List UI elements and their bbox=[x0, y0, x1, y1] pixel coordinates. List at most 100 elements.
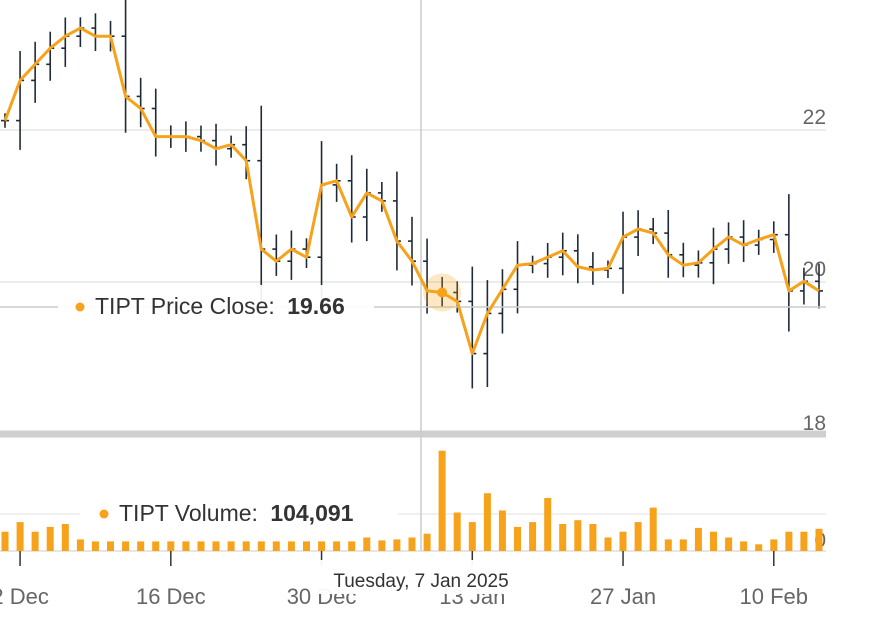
ohlc-bar bbox=[16, 51, 25, 150]
x-tick-label: 10 Feb bbox=[740, 584, 809, 609]
ohlc-bar bbox=[664, 210, 673, 278]
volume-tooltip-marker bbox=[99, 509, 109, 519]
volume-bar bbox=[604, 537, 612, 551]
ohlc-bar bbox=[257, 105, 266, 305]
ohlc-bar bbox=[634, 210, 643, 256]
ohlc-bar bbox=[347, 155, 356, 243]
volume-bar bbox=[679, 539, 687, 551]
ohlc-bar bbox=[408, 216, 416, 286]
volume-bar bbox=[498, 510, 506, 551]
volume-bar bbox=[257, 541, 265, 551]
ohlc-bar bbox=[784, 194, 793, 332]
volume-bar bbox=[483, 493, 491, 551]
volume-bar bbox=[574, 520, 582, 551]
ohlc-bar bbox=[498, 269, 507, 334]
volume-bar bbox=[468, 522, 476, 551]
ohlc-bar bbox=[362, 168, 371, 242]
volume-bar bbox=[318, 541, 326, 551]
volume-bar bbox=[212, 541, 220, 551]
volume-tooltip-value: 104,091 bbox=[270, 500, 353, 526]
ohlc-bar bbox=[679, 242, 688, 278]
hover-date-label: Tuesday, 7 Jan 2025 bbox=[333, 571, 508, 592]
ohlc-bar bbox=[815, 263, 823, 309]
ohlc-bar bbox=[76, 17, 85, 47]
volume-bar bbox=[16, 522, 24, 551]
hover-point bbox=[437, 287, 448, 298]
price-tooltip-box bbox=[58, 285, 374, 327]
ohlc-bar bbox=[317, 141, 326, 301]
volume-bar bbox=[167, 541, 175, 551]
volume-bar bbox=[182, 541, 190, 551]
y-tick-label: 18 bbox=[803, 412, 826, 435]
volume-bars bbox=[1, 450, 823, 551]
volume-bar bbox=[559, 524, 567, 551]
price-tooltip-label: TIPT Price Close: bbox=[95, 293, 275, 319]
x-tick-label: 27 Jan bbox=[590, 584, 656, 609]
ohlc-bar bbox=[513, 241, 522, 314]
ohlc-bars bbox=[1, 0, 823, 389]
volume-bar bbox=[785, 531, 793, 551]
volume-bar bbox=[272, 541, 280, 551]
volume-bar bbox=[800, 531, 808, 551]
ohlc-bar bbox=[121, 0, 130, 133]
ohlc-bar bbox=[287, 230, 296, 280]
ohlc-bar bbox=[724, 222, 733, 264]
y-tick-label: 22 bbox=[803, 106, 826, 129]
ohlc-bar bbox=[709, 227, 718, 285]
price-tooltip: TIPT Price Close: 19.66 bbox=[95, 293, 345, 319]
volume-bar bbox=[649, 507, 657, 551]
volume-bar bbox=[589, 524, 597, 551]
y-tick-label: 20 bbox=[803, 258, 826, 281]
volume-bar bbox=[61, 524, 69, 551]
ohlc-bar bbox=[31, 41, 40, 103]
ohlc-bar bbox=[151, 88, 160, 157]
volume-bar bbox=[710, 531, 717, 551]
ohlc-bar bbox=[754, 229, 763, 255]
volume-bar bbox=[227, 541, 235, 551]
volume-bar bbox=[634, 522, 642, 551]
ohlc-bar bbox=[392, 171, 401, 271]
volume-bar bbox=[815, 528, 823, 551]
volume-bar bbox=[740, 541, 748, 551]
volume-bar bbox=[664, 539, 672, 551]
volume-bar bbox=[287, 541, 295, 551]
ohlc-bar bbox=[46, 31, 55, 81]
volume-bar bbox=[423, 533, 431, 551]
volume-bar bbox=[31, 531, 39, 551]
volume-bar bbox=[408, 537, 416, 551]
volume-bar bbox=[755, 544, 763, 551]
volume-bar bbox=[197, 541, 205, 551]
volume-bar bbox=[333, 541, 341, 551]
volume-bar bbox=[76, 539, 84, 551]
ohlc-bar bbox=[573, 234, 582, 284]
volume-bar bbox=[152, 541, 160, 551]
volume-bar bbox=[303, 541, 310, 551]
x-tick-label: 2 Dec bbox=[0, 584, 49, 609]
volume-bar bbox=[91, 541, 99, 551]
ohlc-bar bbox=[61, 17, 70, 67]
ohlc-bar bbox=[468, 266, 477, 389]
volume-bar bbox=[725, 537, 733, 551]
hover-date-box bbox=[314, 560, 526, 594]
ohlc-bar bbox=[91, 13, 100, 51]
volume-bar bbox=[363, 537, 371, 551]
volume-bar bbox=[544, 498, 552, 551]
volume-bar bbox=[529, 522, 537, 551]
volume-tooltip: TIPT Volume: 104,091 bbox=[119, 500, 354, 526]
ohlc-bar bbox=[739, 220, 748, 262]
ohlc-bar bbox=[543, 243, 552, 278]
volume-bar bbox=[378, 540, 386, 551]
volume-bar bbox=[122, 541, 130, 551]
volume-bar bbox=[393, 539, 401, 551]
price-close-line bbox=[3, 26, 820, 356]
price-tooltip-value: 19.66 bbox=[287, 293, 345, 319]
ohlc-bar bbox=[272, 234, 281, 276]
volume-bar bbox=[1, 531, 9, 551]
volume-tooltip-box bbox=[80, 491, 398, 535]
ohlc-bar bbox=[483, 280, 492, 387]
volume-bar bbox=[514, 526, 521, 551]
volume-tooltip-label: TIPT Volume: bbox=[119, 500, 258, 526]
price-tooltip-marker bbox=[75, 302, 85, 312]
volume-bar bbox=[137, 541, 145, 551]
